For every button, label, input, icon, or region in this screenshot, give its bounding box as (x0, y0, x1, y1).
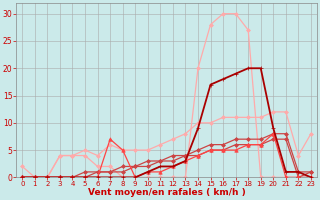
X-axis label: Vent moyen/en rafales ( km/h ): Vent moyen/en rafales ( km/h ) (88, 188, 245, 197)
